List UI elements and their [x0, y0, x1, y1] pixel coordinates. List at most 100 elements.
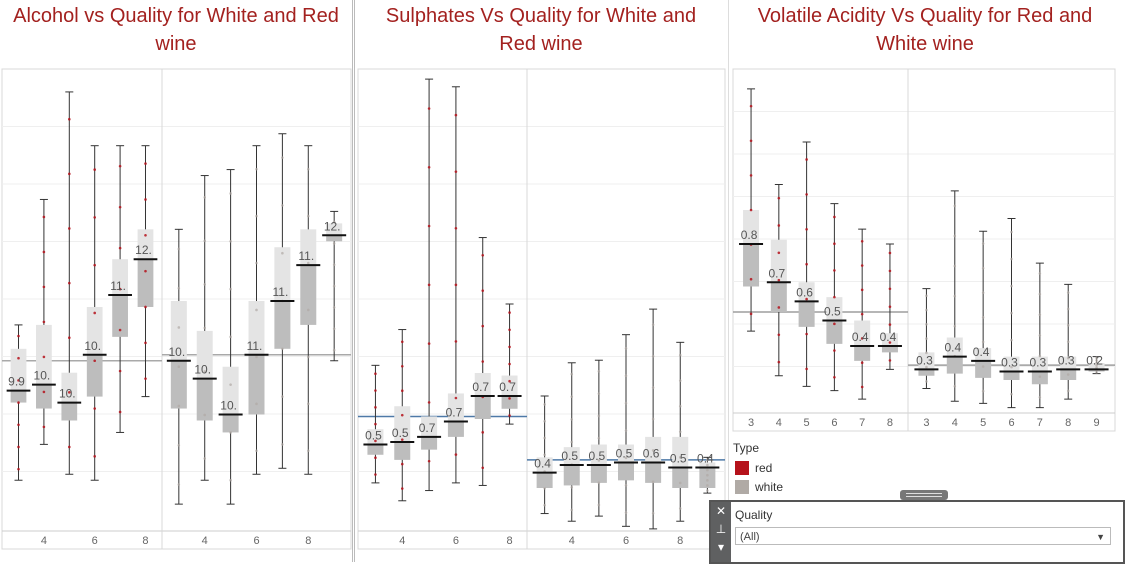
data-point [570, 508, 574, 512]
data-point [203, 370, 207, 373]
data-point [1010, 284, 1013, 288]
data-point [597, 414, 601, 418]
data-point [177, 404, 181, 408]
box-lower [36, 384, 52, 409]
box-lower [274, 301, 291, 349]
data-point [1010, 257, 1013, 261]
chart2-title: Sulphates Vs Quality for White and Red w… [385, 5, 697, 55]
close-icon[interactable]: ✕ [715, 504, 727, 518]
x-tick-label: 6 [453, 535, 459, 547]
data-point [400, 413, 404, 417]
quality-select[interactable]: (All) ▼ [735, 527, 1111, 545]
data-point [454, 453, 458, 456]
alcohol-chart[interactable]: 9.9 10. 10. 10. 11. 12. 4 6 8 10. 10. 10. 11. 11. 11. 1… [1, 68, 352, 550]
median-label: 0.7 [419, 421, 436, 435]
data-point [454, 170, 458, 173]
data-point [1095, 361, 1098, 364]
data-point [777, 333, 781, 337]
data-point [805, 332, 808, 336]
legend-item-white[interactable]: white [735, 480, 783, 494]
box-upper [826, 297, 843, 321]
data-point [281, 443, 284, 446]
data-point [306, 214, 310, 218]
median-label: 0.7 [499, 380, 516, 394]
data-point [229, 383, 232, 386]
data-point [888, 305, 892, 308]
x-tick-label: 8 [1065, 417, 1071, 429]
filter-toolbar: ✕ ⊥ ▾ [711, 502, 731, 562]
data-point [203, 457, 207, 460]
data-point [860, 264, 864, 267]
x-tick-label: 6 [92, 535, 98, 547]
data-point [981, 389, 985, 393]
data-point [427, 283, 431, 287]
data-point [118, 287, 122, 291]
data-point [177, 247, 181, 251]
data-point [570, 485, 574, 489]
chevron-down-icon[interactable]: ▼ [1096, 532, 1105, 542]
box-upper [946, 337, 963, 357]
data-point [374, 422, 377, 426]
data-point [374, 389, 377, 392]
data-point [888, 287, 892, 291]
sulphates-chart[interactable]: 0.5 0.5 0.7 0.7 0.7 0.7 4 6 8 0.4 0.5 0.5 0.5 0.6 0.5 0… [357, 68, 726, 550]
data-point [374, 372, 377, 376]
data-point [543, 453, 546, 457]
legend-item-red[interactable]: red [735, 461, 783, 475]
median-label: 11. [247, 339, 263, 353]
box-lower [645, 462, 662, 483]
data-point [925, 351, 928, 355]
data-point [255, 308, 258, 312]
box-upper [536, 457, 553, 473]
data-point [749, 208, 753, 212]
data-point [203, 326, 207, 330]
data-point [1095, 358, 1098, 362]
data-point [481, 431, 485, 434]
data-point [597, 370, 601, 373]
data-point [508, 397, 511, 400]
box-upper [1031, 356, 1048, 372]
data-point [374, 473, 377, 476]
data-point [1038, 334, 1042, 337]
data-point [229, 287, 232, 291]
data-point [306, 449, 310, 453]
data-point [1066, 389, 1070, 393]
x-tick-label: 8 [677, 535, 683, 547]
median-label: 0.7 [768, 266, 785, 280]
box-lower [881, 346, 898, 353]
data-point [624, 401, 628, 405]
x-tick-label: 8 [887, 417, 893, 429]
data-point [805, 227, 808, 231]
data-point [1095, 366, 1098, 369]
box-lower [421, 436, 438, 450]
data-point [543, 403, 546, 406]
data-point [570, 440, 574, 444]
data-point [777, 196, 781, 200]
data-point [624, 429, 628, 432]
data-point [888, 359, 892, 362]
data-point [374, 439, 377, 443]
data-point [1095, 371, 1098, 374]
median-label: 0.3 [1030, 356, 1047, 370]
data-point [981, 316, 985, 319]
median-label: 0.5 [561, 449, 578, 463]
data-point [777, 306, 781, 309]
pin-icon[interactable]: ⊥ [715, 522, 727, 536]
data-point [953, 294, 957, 298]
box-lower [1003, 371, 1020, 380]
median-label: 0.4 [534, 457, 551, 471]
data-point [597, 436, 601, 440]
box-lower [672, 467, 689, 488]
resize-grip[interactable] [900, 490, 948, 500]
box-upper [770, 239, 787, 283]
data-point [144, 341, 147, 345]
data-point [454, 396, 458, 400]
volatile-acidity-chart[interactable]: 0.8 0.7 0.6 0.5 0.4 0.4 3 4 5 6 7 8 0.3 0.4 0.4 0.3 0.3 0… [732, 68, 1116, 433]
box-lower [946, 356, 963, 374]
data-point [1010, 365, 1013, 369]
data-point [229, 478, 232, 482]
data-point [981, 291, 985, 295]
box-upper [590, 444, 607, 465]
dropdown-menu-icon[interactable]: ▾ [717, 540, 725, 554]
data-point [543, 436, 546, 440]
